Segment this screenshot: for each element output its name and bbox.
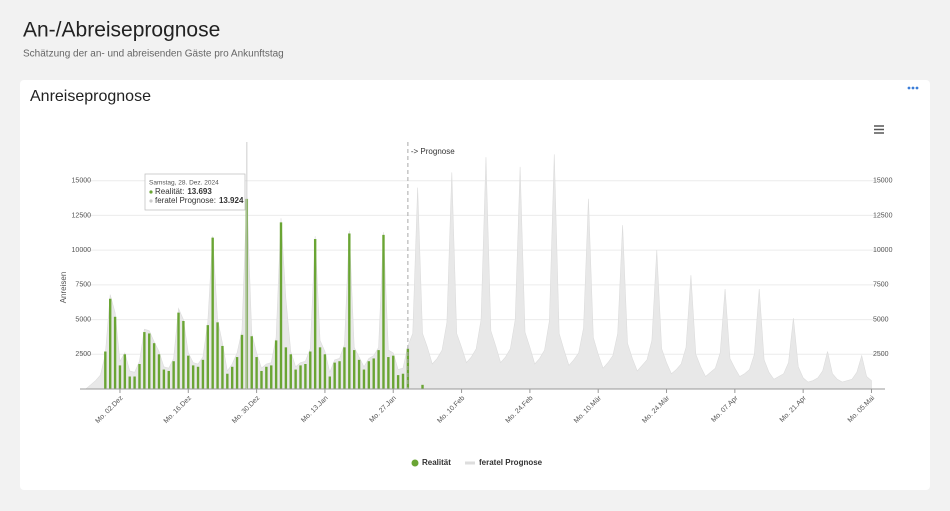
- bar: [377, 350, 380, 389]
- bar: [177, 312, 180, 389]
- bar: [362, 369, 366, 389]
- bar: [270, 365, 273, 389]
- bar: [343, 347, 346, 389]
- bar: [104, 351, 107, 389]
- bar: [338, 361, 341, 389]
- tooltip-row: feratel Prognose: 13.924: [155, 196, 244, 205]
- y-tick-label: 7500: [75, 282, 91, 289]
- bar: [392, 355, 395, 389]
- bar: [357, 359, 361, 389]
- bar: [265, 366, 268, 389]
- tooltip-dot: [149, 199, 153, 203]
- bar: [304, 364, 307, 389]
- bar: [216, 322, 219, 389]
- bar: [167, 370, 170, 389]
- bar: [279, 222, 283, 389]
- tooltip-title: Samstag, 28. Dez. 2024: [149, 180, 219, 187]
- y2-tick-label: 10000: [873, 247, 893, 254]
- y-tick-label: 15000: [72, 178, 92, 185]
- bar: [187, 355, 190, 389]
- bar: [396, 375, 400, 389]
- bar: [313, 239, 317, 389]
- bar: [221, 345, 224, 389]
- bar: [333, 362, 336, 389]
- bar: [172, 361, 175, 389]
- bar: [206, 325, 209, 389]
- bar: [113, 316, 117, 389]
- tooltip-box: [144, 173, 246, 211]
- legend-label[interactable]: Realität: [422, 458, 451, 467]
- bar: [231, 366, 234, 389]
- bar: [318, 347, 322, 389]
- bar: [372, 358, 375, 389]
- bar: [138, 364, 141, 389]
- bar: [387, 357, 390, 389]
- bar: [382, 234, 385, 389]
- y-axis-label: Anreisen: [59, 272, 68, 304]
- y2-tick-label: 12500: [873, 212, 893, 219]
- bar: [323, 354, 327, 389]
- y2-tick-label: 15000: [873, 178, 893, 185]
- chart-menu[interactable]: [874, 125, 884, 134]
- bar: [401, 373, 405, 389]
- bar: [157, 354, 161, 389]
- annotation: -> Prognose: [411, 147, 455, 156]
- bar: [348, 233, 351, 389]
- bar: [367, 361, 371, 389]
- bar: [201, 359, 205, 389]
- tooltip-dot: [149, 190, 153, 194]
- legend-label[interactable]: feratel Prognose: [479, 458, 543, 467]
- y-tick-label: 12500: [72, 212, 92, 219]
- bar: [133, 376, 136, 389]
- bar: [182, 320, 185, 389]
- bar: [123, 354, 127, 389]
- tooltip-value: 13.924: [219, 196, 244, 205]
- y-tick-label: 10000: [72, 247, 92, 254]
- bar: [128, 376, 131, 389]
- bar: [191, 365, 195, 389]
- bar: [143, 332, 146, 389]
- bar: [109, 298, 112, 389]
- tooltip-name: feratel Prognose:: [155, 196, 216, 205]
- y-tick-label: 5000: [75, 316, 91, 323]
- bar: [284, 347, 288, 389]
- bar: [421, 384, 424, 389]
- bar: [260, 370, 263, 389]
- bar: [148, 333, 151, 389]
- bar: [211, 237, 214, 389]
- page-title: An-/Abreiseprognose: [23, 19, 220, 42]
- bar: [235, 357, 239, 389]
- bar: [118, 365, 122, 389]
- bar: [309, 351, 312, 389]
- y2-tick-label: 7500: [873, 282, 889, 289]
- tooltip-row: Realität: 13.693: [155, 187, 212, 196]
- bar: [196, 366, 200, 389]
- bar: [226, 373, 229, 389]
- page-subtitle: Schätzung der an- und abreisenden Gäste …: [23, 49, 284, 60]
- bar: [250, 336, 253, 389]
- bar: [162, 369, 166, 389]
- bar: [240, 334, 244, 389]
- bar: [294, 369, 297, 389]
- bar: [328, 376, 331, 389]
- y2-tick-label: 5000: [873, 316, 889, 323]
- bar: [152, 343, 156, 389]
- tooltip-value: 13.693: [187, 187, 212, 196]
- tooltip-name: Realität:: [155, 187, 184, 196]
- bar: [274, 340, 278, 389]
- card-title: Anreiseprognose: [30, 88, 151, 105]
- bar: [299, 365, 302, 389]
- legend-marker[interactable]: [411, 459, 419, 467]
- bar: [289, 354, 292, 389]
- more-menu[interactable]: [907, 86, 919, 90]
- y2-tick-label: 2500: [873, 351, 889, 358]
- bar: [353, 350, 356, 389]
- y-tick-label: 2500: [75, 351, 91, 358]
- bar: [255, 357, 258, 389]
